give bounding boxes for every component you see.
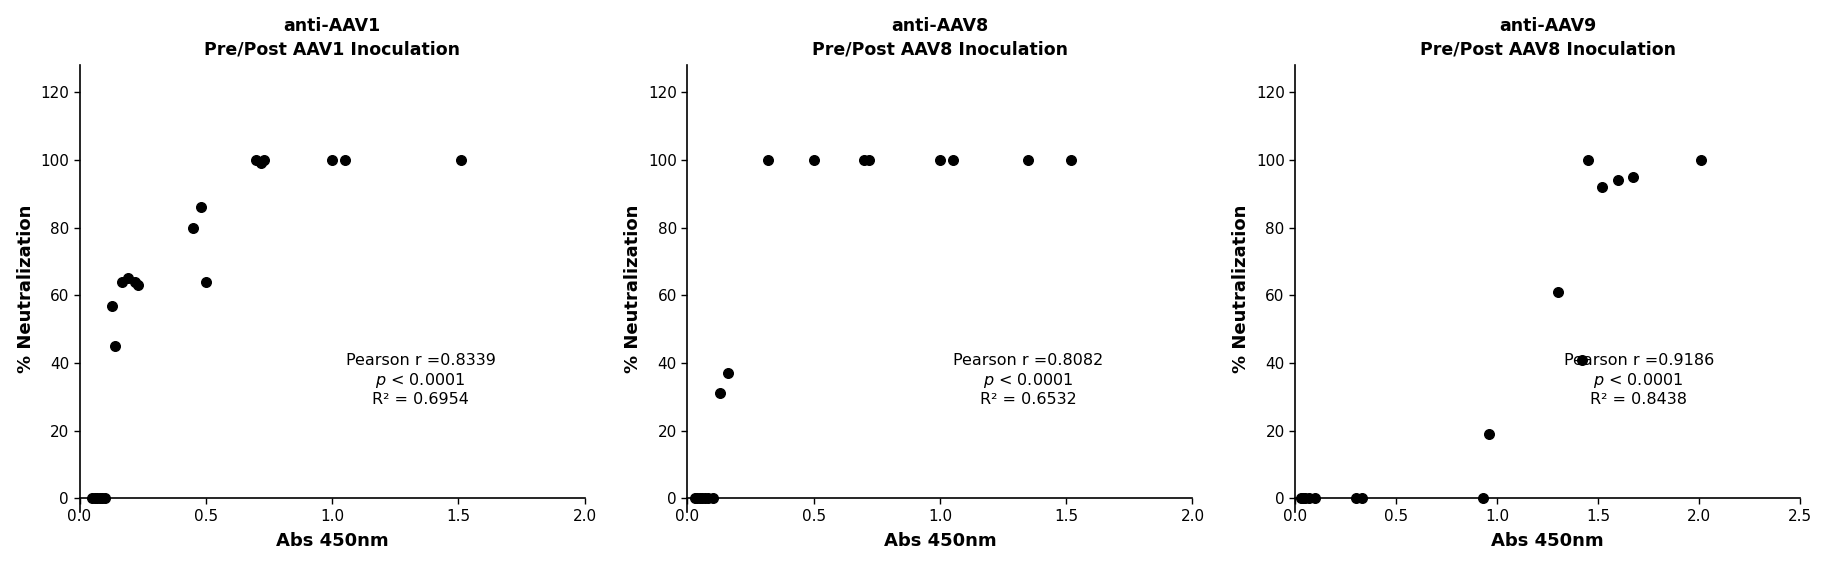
Point [1013,155,1043,164]
Point [713,369,743,378]
Point [1567,355,1597,364]
X-axis label: Abs 450nm: Abs 450nm [883,532,997,550]
Point [97,301,126,310]
Y-axis label: % Neutralization: % Neutralization [1233,205,1251,373]
Point [693,494,722,503]
Point [249,155,278,164]
Point [1300,494,1330,503]
Point [1544,287,1573,297]
Point [1295,494,1324,503]
Point [690,494,719,503]
Point [247,159,276,168]
Point [688,494,717,503]
Point [187,203,216,212]
Point [80,494,110,503]
Point [754,155,783,164]
Text: Pearson r =0.9186
$p$ < 0.0001
R² = 0.8438: Pearson r =0.9186 $p$ < 0.0001 R² = 0.84… [1564,353,1714,407]
Point [88,494,117,503]
X-axis label: Abs 450nm: Abs 450nm [276,532,388,550]
Point [1474,429,1503,438]
Point [1341,494,1370,503]
Point [101,341,130,350]
Point [82,494,112,503]
Point [318,155,348,164]
Point [77,494,106,503]
Point [121,277,150,286]
Point [938,155,968,164]
Point [1573,155,1602,164]
Point [241,155,271,164]
Point [854,155,883,164]
Point [1348,494,1377,503]
Point [1604,176,1633,185]
Point [699,494,728,503]
Point [680,494,710,503]
Title: anti-AAV9
Pre/Post AAV8 Inoculation: anti-AAV9 Pre/Post AAV8 Inoculation [1419,16,1675,58]
Point [849,155,878,164]
Point [179,223,209,232]
Point [90,494,119,503]
Title: anti-AAV1
Pre/Post AAV1 Inoculation: anti-AAV1 Pre/Post AAV1 Inoculation [205,16,461,58]
Point [86,494,115,503]
Y-axis label: % Neutralization: % Neutralization [624,205,642,373]
Point [1619,172,1648,181]
Point [686,494,715,503]
Point [192,277,221,286]
Point [1289,494,1319,503]
Point [329,155,358,164]
Point [1057,155,1086,164]
Point [123,281,152,290]
Title: anti-AAV8
Pre/Post AAV8 Inoculation: anti-AAV8 Pre/Post AAV8 Inoculation [812,16,1068,58]
Point [706,389,735,398]
Point [1469,494,1498,503]
Text: Pearson r =0.8082
$p$ < 0.0001
R² = 0.6532: Pearson r =0.8082 $p$ < 0.0001 R² = 0.65… [953,353,1103,407]
Point [113,274,143,283]
Point [925,155,955,164]
Point [799,155,829,164]
Point [446,155,476,164]
Point [1291,494,1321,503]
X-axis label: Abs 450nm: Abs 450nm [1491,532,1604,550]
Point [1588,183,1617,192]
Point [1286,494,1315,503]
Y-axis label: % Neutralization: % Neutralization [16,205,35,373]
Point [1686,155,1716,164]
Point [682,494,711,503]
Text: Pearson r =0.8339
$p$ < 0.0001
R² = 0.6954: Pearson r =0.8339 $p$ < 0.0001 R² = 0.69… [346,353,496,407]
Point [108,277,137,286]
